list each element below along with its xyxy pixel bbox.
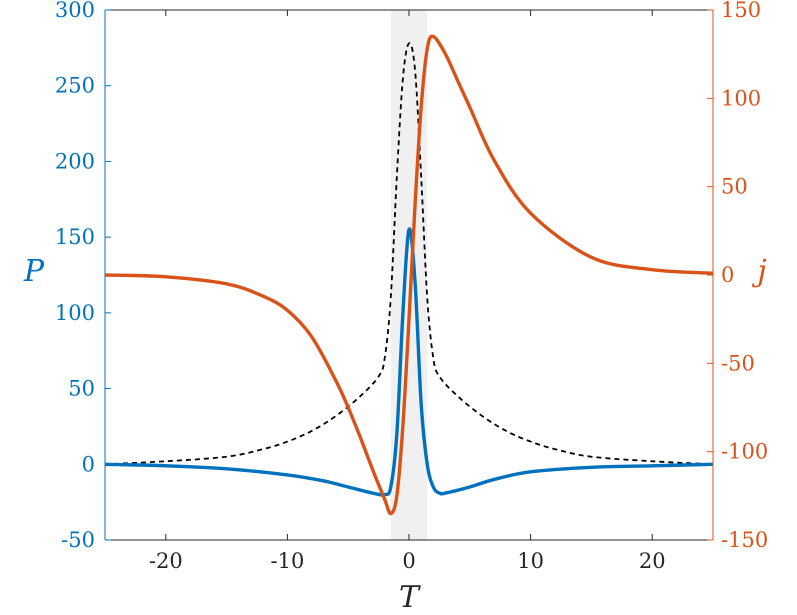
x-tick-label: 10 bbox=[517, 549, 544, 573]
left-y-axis-label: P bbox=[23, 254, 45, 289]
series-p-line bbox=[105, 227, 713, 497]
right-y-tick-label: 0 bbox=[721, 263, 734, 287]
left-y-tick-label: 50 bbox=[68, 377, 95, 401]
left-y-tick-label: 200 bbox=[55, 149, 95, 173]
right-y-tick-label: 150 bbox=[721, 0, 761, 22]
series-dashed-line bbox=[105, 42, 713, 466]
left-y-tick-label: -50 bbox=[61, 528, 95, 552]
left-y-tick-label: 150 bbox=[55, 225, 95, 249]
x-axis-label: T bbox=[399, 580, 421, 615]
series-j-line bbox=[105, 34, 713, 516]
x-tick-label: 0 bbox=[402, 549, 415, 573]
x-tick-label: -20 bbox=[149, 549, 183, 573]
left-y-tick-label: 250 bbox=[55, 74, 95, 98]
left-y-tick-label: 0 bbox=[82, 452, 95, 476]
left-y-tick-label: 300 bbox=[55, 0, 95, 22]
right-y-tick-label: 100 bbox=[721, 86, 761, 110]
right-y-tick-label: -50 bbox=[721, 351, 755, 375]
right-y-tick-label: 50 bbox=[721, 175, 748, 199]
left-y-tick-label: 100 bbox=[55, 301, 95, 325]
right-y-axis-label: j bbox=[751, 254, 766, 289]
right-y-tick-label: -150 bbox=[721, 528, 768, 552]
x-tick-label: -10 bbox=[270, 549, 304, 573]
x-tick-label: 20 bbox=[639, 549, 666, 573]
right-y-tick-label: -100 bbox=[721, 440, 768, 464]
